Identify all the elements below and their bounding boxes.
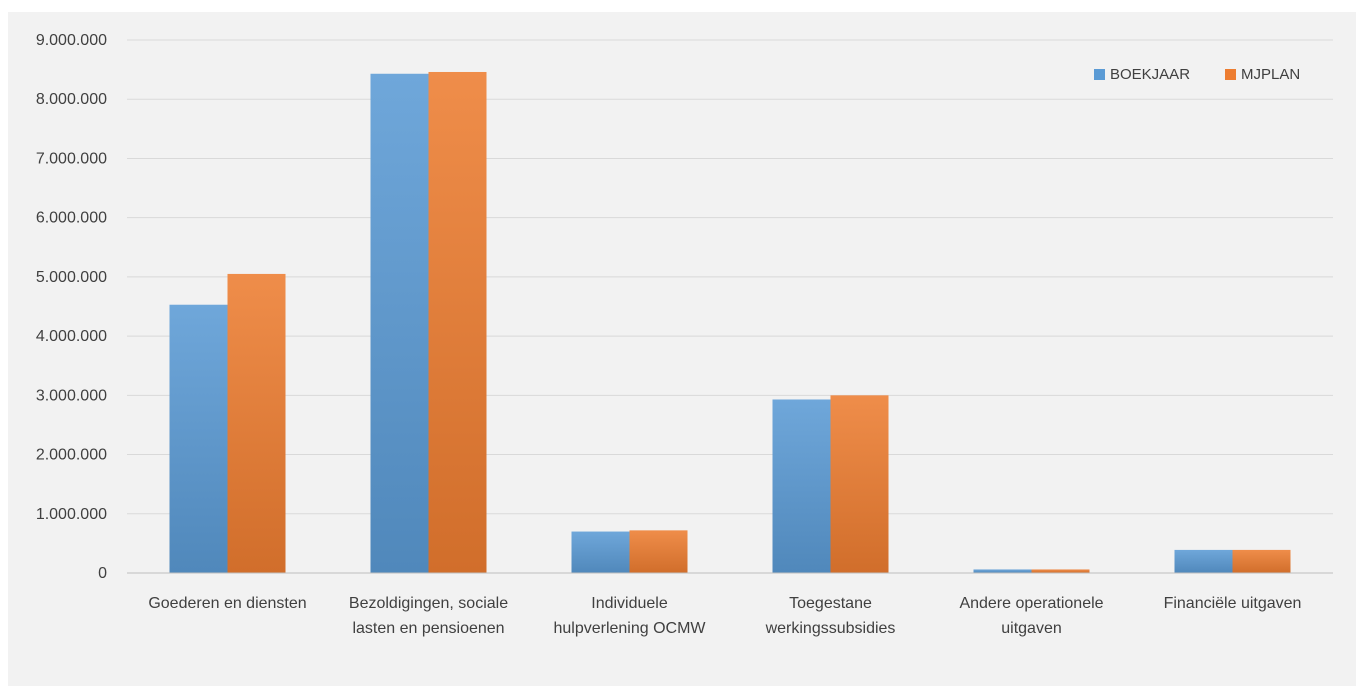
- legend: BOEKJAAR MJPLAN: [1094, 66, 1300, 83]
- bar-boekjaar-1: [370, 73, 429, 574]
- x-category-label: werkingssubsidies: [765, 620, 896, 637]
- bar-boekjaar-0: [169, 304, 228, 573]
- x-category-label: Goederen en diensten: [148, 595, 306, 612]
- y-tick-label: 7.000.000: [36, 150, 107, 167]
- legend-swatch-mjplan: [1225, 69, 1236, 80]
- gridlines: [127, 39, 1333, 515]
- x-category-label: Individuele: [591, 595, 668, 612]
- x-category-label: Bezoldigingen, sociale: [349, 595, 508, 612]
- x-category-label: Toegestane: [789, 595, 872, 612]
- y-tick-label: 9.000.000: [36, 32, 107, 49]
- x-category-label: hulpverlening OCMW: [553, 620, 706, 637]
- y-tick-label: 6.000.000: [36, 210, 107, 227]
- bar-boekjaar-4: [973, 569, 1032, 573]
- x-category-label: lasten en pensioenen: [352, 620, 504, 637]
- bar-mjplan-1: [428, 71, 487, 573]
- legend-label-boekjaar: BOEKJAAR: [1110, 66, 1190, 83]
- x-category-label: Andere operationele: [959, 595, 1103, 612]
- y-axis-tick-labels: 0 1.000.000 2.000.000 3.000.000 4.000.000 5.0…: [36, 32, 107, 582]
- bar-mjplan-5: [1232, 549, 1291, 573]
- y-tick-label: 3.000.000: [36, 387, 107, 404]
- bar-mjplan-0: [227, 273, 286, 573]
- y-tick-label: 0: [98, 565, 107, 582]
- y-tick-label: 8.000.000: [36, 91, 107, 108]
- y-tick-label: 2.000.000: [36, 447, 107, 464]
- bar-boekjaar-3: [772, 399, 831, 573]
- y-tick-label: 5.000.000: [36, 269, 107, 286]
- y-tick-label: 4.000.000: [36, 328, 107, 345]
- legend-label-mjplan: MJPLAN: [1241, 66, 1300, 83]
- bar-mjplan-4: [1031, 569, 1090, 573]
- bar-boekjaar-5: [1174, 549, 1233, 573]
- x-category-label: uitgaven: [1001, 620, 1062, 637]
- x-axis-category-labels: Goederen en diensten Bezoldigingen, socia…: [148, 595, 1301, 637]
- y-tick-label: 1.000.000: [36, 506, 107, 523]
- bar-boekjaar-2: [571, 531, 630, 573]
- legend-swatch-boekjaar: [1094, 69, 1105, 80]
- bar-mjplan-3: [830, 395, 889, 573]
- x-category-label: Financiële uitgaven: [1164, 595, 1302, 612]
- bars: [169, 71, 1291, 574]
- bar-mjplan-2: [629, 530, 688, 573]
